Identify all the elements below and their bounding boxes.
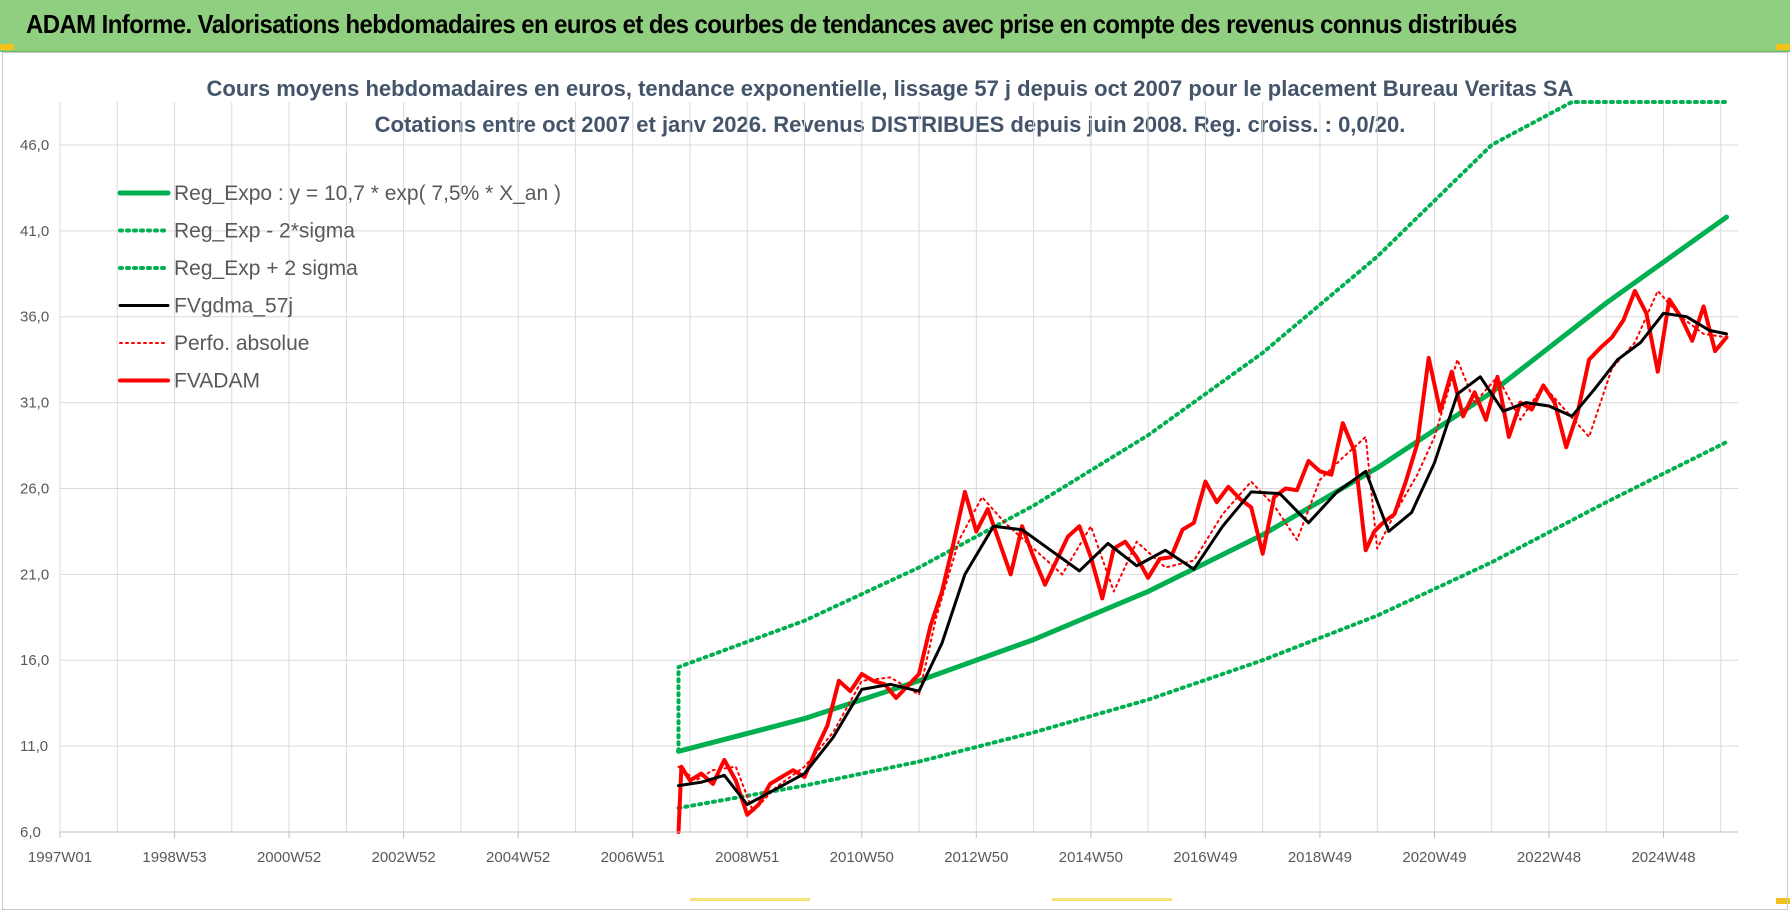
bottom-marker bbox=[1052, 898, 1172, 901]
corner-marker bbox=[1776, 44, 1790, 50]
reg-exp-plus-2sigma-line bbox=[676, 100, 1729, 754]
legend-label: Reg_Exp + 2 sigma bbox=[174, 257, 358, 280]
y-tick-label: 26,0 bbox=[20, 480, 49, 497]
x-tick-label: 2012W50 bbox=[944, 849, 1008, 866]
x-tick-label: 2002W52 bbox=[372, 849, 436, 866]
legend-label: FVADAM bbox=[174, 370, 260, 393]
fvgdma-57j-line bbox=[677, 311, 1728, 806]
legend-label: Reg_Exp - 2*sigma bbox=[174, 220, 355, 243]
y-tick-label: 46,0 bbox=[20, 137, 49, 154]
banner-title: ADAM Informe. Valorisations hebdomadaire… bbox=[26, 9, 1517, 39]
chart-subtitle: Cotations entre oct 2007 et janv 2026. R… bbox=[375, 112, 1406, 137]
fvadam-line bbox=[676, 288, 1729, 834]
banner: ADAM Informe. Valorisations hebdomadaire… bbox=[0, 0, 1790, 52]
y-tick-label: 6,0 bbox=[20, 824, 41, 841]
x-tick-label: 2008W51 bbox=[715, 849, 779, 866]
bottom-marker bbox=[690, 898, 810, 901]
x-tick-label: 2000W52 bbox=[257, 849, 321, 866]
y-tick-label: 36,0 bbox=[20, 309, 49, 326]
chart-title: Cours moyens hebdomadaires en euros, ten… bbox=[207, 76, 1574, 101]
x-tick-label: 2024W48 bbox=[1631, 849, 1695, 866]
legend-label: FVgdma_57j bbox=[174, 295, 293, 318]
x-tick-label: 2006W51 bbox=[601, 849, 665, 866]
x-tick-label: 1997W01 bbox=[28, 849, 92, 866]
legend: Reg_Expo : y = 10,7 * exp( 7,5% * X_an )… bbox=[117, 182, 561, 393]
y-tick-label: 31,0 bbox=[20, 395, 49, 412]
legend-label: Reg_Expo : y = 10,7 * exp( 7,5% * X_an ) bbox=[174, 182, 561, 205]
x-tick-label: 1998W53 bbox=[142, 849, 206, 866]
grid bbox=[59, 102, 1738, 833]
reg-exp-minus-2sigma-line bbox=[676, 440, 1729, 810]
y-tick-label: 21,0 bbox=[20, 566, 49, 583]
series-group bbox=[676, 100, 1729, 834]
x-tick-label: 2004W52 bbox=[486, 849, 550, 866]
y-tick-label: 41,0 bbox=[20, 223, 49, 240]
x-tick-label: 2010W50 bbox=[830, 849, 894, 866]
axes: 6,0 11,0 16,0 21,0 26,0 31,0 36,0 41,0 46,0 1997W… bbox=[20, 137, 1738, 866]
x-tick-label: 2016W49 bbox=[1173, 849, 1237, 866]
x-tick-label: 2018W49 bbox=[1288, 849, 1352, 866]
y-tick-label: 16,0 bbox=[20, 652, 49, 669]
chart-frame bbox=[2, 52, 1788, 910]
corner-marker bbox=[1776, 898, 1790, 904]
reg-expo-line bbox=[676, 214, 1729, 754]
x-tick-label: 2020W49 bbox=[1402, 849, 1466, 866]
x-tick-label: 2014W50 bbox=[1059, 849, 1123, 866]
y-tick-label: 11,0 bbox=[20, 738, 48, 755]
x-tick-label: 2022W48 bbox=[1517, 849, 1581, 866]
legend-label: Perfo. absolue bbox=[174, 332, 309, 355]
corner-marker bbox=[0, 44, 14, 50]
